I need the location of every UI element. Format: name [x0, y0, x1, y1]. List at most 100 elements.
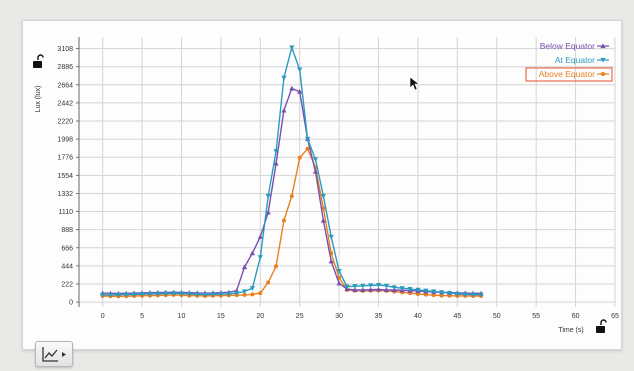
lock-open-icon[interactable]	[33, 54, 44, 68]
data-point	[194, 292, 200, 297]
series-line	[102, 87, 481, 295]
data-point	[312, 157, 319, 162]
data-point	[281, 107, 287, 113]
data-point	[218, 292, 224, 297]
series-below-equator	[100, 85, 484, 296]
data-point	[242, 292, 247, 297]
data-point	[297, 67, 303, 73]
y-tick-label: 2664	[57, 82, 73, 89]
data-point	[305, 146, 310, 151]
axes: 0 5 10 15 20 25 30 35 40 45 50 55 60 65 0 222 444 666 888 1…	[35, 37, 619, 334]
x-tick-label: 50	[493, 313, 501, 320]
data-point	[202, 292, 208, 298]
data-point	[462, 292, 468, 297]
data-point	[470, 292, 476, 298]
data-point	[328, 258, 334, 264]
data-point	[131, 292, 137, 297]
x-tick-label: 30	[335, 313, 343, 320]
legend-entry[interactable]: Below Equator	[540, 41, 609, 51]
data-point	[320, 193, 326, 199]
data-point	[265, 193, 271, 199]
data-point	[431, 293, 436, 298]
x-tick-label: 15	[217, 313, 225, 320]
y-tick-label: 666	[61, 245, 73, 252]
data-point	[258, 291, 263, 296]
y-tick-label: 2442	[57, 100, 73, 107]
data-point	[115, 292, 122, 298]
data-point	[249, 286, 256, 291]
data-point	[431, 289, 437, 295]
y-tick-label: 1776	[57, 155, 73, 162]
data-point	[336, 269, 342, 274]
data-point	[250, 292, 255, 297]
data-point	[352, 287, 358, 292]
line-chart-icon	[42, 347, 66, 362]
legend-label: Above Equator	[539, 69, 595, 79]
data-point	[155, 291, 161, 297]
data-point	[375, 282, 382, 288]
data-point	[368, 283, 374, 288]
data-point	[297, 89, 303, 94]
legend-swatch-marker	[600, 43, 606, 49]
x-tick-label: 65	[611, 313, 619, 320]
data-point	[274, 264, 279, 269]
data-point	[407, 286, 413, 292]
legend-entry[interactable]: Above Equator	[525, 67, 613, 82]
y-tick-label: 3108	[57, 46, 73, 53]
data-point	[375, 286, 382, 292]
data-point	[423, 288, 429, 294]
data-point	[304, 136, 311, 142]
data-point	[266, 280, 271, 285]
y-tick-label: 2886	[57, 64, 73, 71]
legend-entry[interactable]: At Equator	[555, 55, 609, 65]
data-point	[210, 292, 216, 297]
legend: Below Equator At Equator Above Equator	[525, 41, 613, 82]
data-point	[368, 287, 374, 292]
y-tick-label: 888	[61, 227, 73, 234]
x-tick-label: 35	[375, 313, 383, 320]
data-point	[321, 206, 326, 211]
data-point	[383, 283, 390, 289]
y-tick-label: 1110	[58, 209, 73, 216]
y-tick-label: 1332	[57, 191, 73, 198]
data-point	[257, 234, 263, 239]
data-point	[344, 284, 350, 290]
y-tick-label: 444	[61, 263, 73, 270]
data-point	[241, 289, 248, 295]
x-tick-label: 45	[453, 313, 461, 320]
x-tick-label: 5	[140, 313, 144, 320]
data-point	[439, 293, 444, 298]
series-above-equator	[100, 146, 483, 299]
series-plot	[100, 45, 484, 299]
y-tick-label: 1554	[57, 173, 73, 180]
data-point	[454, 291, 460, 297]
data-point	[399, 286, 405, 291]
data-point	[163, 291, 169, 297]
graph-tool-button[interactable]	[35, 341, 73, 367]
lock-open-icon[interactable]	[596, 319, 607, 333]
data-point	[312, 168, 319, 174]
data-point	[289, 45, 295, 51]
data-point	[107, 292, 114, 298]
x-tick-label: 25	[296, 313, 304, 320]
y-tick-label: 222	[61, 281, 73, 288]
data-point	[383, 287, 390, 292]
x-tick-label: 55	[532, 313, 540, 320]
legend-label: At Equator	[555, 55, 595, 65]
data-point	[478, 292, 484, 298]
data-point	[241, 264, 248, 270]
data-point	[289, 85, 295, 91]
x-axis-title: Time (s)	[558, 327, 583, 334]
y-tick-label: 0	[69, 300, 73, 307]
legend-highlight	[525, 67, 613, 82]
mouse-pointer-icon	[409, 76, 420, 91]
data-point	[352, 284, 358, 289]
data-point	[281, 218, 286, 223]
data-point	[336, 280, 342, 286]
data-point	[100, 292, 106, 298]
y-tick-label: 2220	[57, 119, 73, 126]
data-point	[360, 283, 366, 289]
data-point	[391, 285, 397, 291]
data-point	[257, 255, 263, 260]
x-tick-label: 20	[256, 313, 264, 320]
